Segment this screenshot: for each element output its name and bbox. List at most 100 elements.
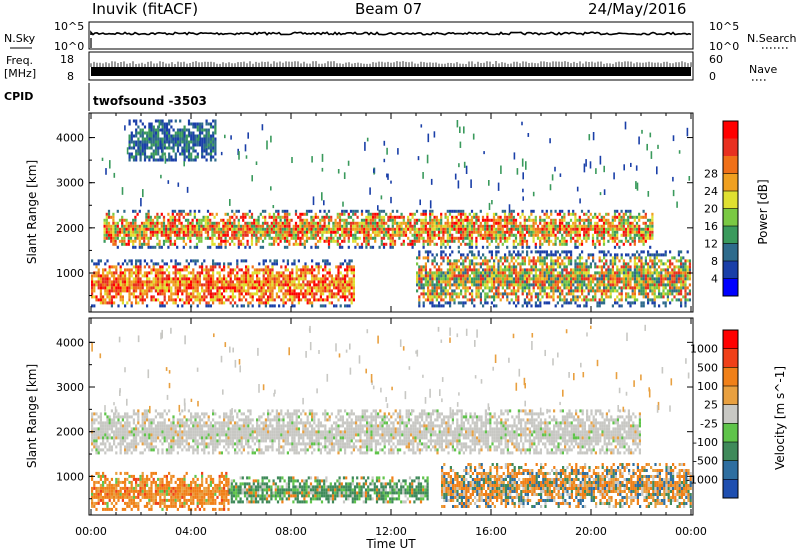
scatter-cell	[267, 295, 270, 299]
scatter-cell	[453, 224, 456, 228]
scatter-cell	[328, 292, 331, 296]
scatter-cell	[635, 224, 639, 228]
scatter-cell	[135, 134, 138, 138]
scatter-cell	[464, 280, 467, 284]
scatter-cell	[629, 268, 632, 272]
scatter-cell	[267, 283, 270, 287]
scatter-cell	[660, 292, 663, 296]
scatter-cell	[539, 292, 542, 296]
scatter-cell	[281, 221, 284, 225]
scatter-cell	[622, 277, 625, 281]
scatter-cell	[550, 209, 553, 213]
scatter-cell	[154, 268, 157, 272]
scatter-cell	[420, 233, 423, 237]
scatter-cell	[488, 242, 491, 246]
scatter-cell	[198, 224, 201, 228]
scatter-cell	[684, 277, 687, 281]
scatter-cell	[449, 298, 452, 302]
scatter-cell	[574, 259, 577, 263]
scatter-cell	[528, 227, 531, 231]
scatter-cell	[514, 227, 518, 231]
scatter-cell	[278, 277, 281, 281]
scatter-cell	[539, 253, 542, 257]
scatter-cell	[207, 304, 210, 308]
scatter-cell	[462, 218, 465, 222]
scatter-cell	[238, 295, 241, 299]
scatter-cell	[479, 301, 482, 305]
scatter-cell	[260, 283, 263, 287]
scatter-cell	[185, 301, 188, 305]
scatter-cell	[102, 268, 105, 272]
scatter-cell	[530, 283, 533, 287]
scatter-cell	[424, 256, 427, 260]
scatter-cell	[220, 268, 223, 272]
scatter-cell	[638, 283, 641, 287]
scatter-cell	[629, 209, 632, 213]
scatter-cell	[662, 274, 665, 278]
scatter-cell	[501, 286, 504, 290]
scatter-cell	[266, 227, 269, 231]
scatter-cell	[585, 259, 588, 263]
scatter-cell	[313, 295, 316, 299]
scatter-cell	[638, 277, 641, 281]
scatter-cell	[402, 218, 405, 222]
scatter-cell	[308, 224, 311, 228]
scatter-cell	[161, 286, 164, 290]
scatter-cell	[493, 262, 496, 266]
scatter-cell	[313, 283, 316, 287]
scatter-cell	[457, 227, 460, 231]
scatter-cell	[429, 242, 432, 246]
scatter-cell	[559, 277, 562, 281]
scatter-cell	[563, 262, 566, 266]
scatter-cell	[614, 301, 617, 305]
scatter-cell	[135, 265, 138, 269]
scatter-cell	[471, 259, 474, 263]
scatter-cell	[680, 274, 683, 278]
scatter-cell	[310, 215, 313, 219]
scatter-cell	[326, 259, 329, 263]
scatter-cell	[114, 242, 117, 246]
scatter-cell	[427, 277, 430, 281]
scatter-cell	[201, 271, 204, 275]
scatter-cell	[611, 233, 614, 237]
scatter-cell	[550, 224, 553, 228]
scatter-cell	[644, 212, 647, 216]
scatter-cell	[378, 221, 381, 225]
scatter-cell	[161, 301, 164, 305]
scatter-cell	[365, 242, 368, 246]
scatter-cell	[322, 292, 325, 296]
scatter-cell	[227, 271, 230, 275]
scatter-cell	[398, 224, 401, 228]
scatter-cell	[391, 209, 394, 213]
scatter-cell	[301, 233, 304, 237]
scatter-cell	[206, 230, 210, 234]
scatter-cell	[543, 292, 546, 296]
scatter-cell	[121, 271, 124, 275]
scatter-cell	[666, 265, 669, 269]
scatter-cell	[207, 283, 210, 287]
scatter-cell	[486, 233, 489, 237]
scatter-cell	[541, 283, 544, 287]
scatter-cell	[446, 274, 449, 278]
scatter-cell	[424, 292, 427, 296]
scatter-cell	[629, 227, 632, 231]
scatter-cell	[466, 256, 469, 260]
scatter-cell	[162, 233, 166, 237]
scatter-cell	[322, 304, 325, 308]
scatter-cell	[189, 221, 192, 225]
scatter-cell	[455, 283, 458, 287]
scatter-cell	[427, 259, 430, 263]
scatter-cell	[211, 221, 214, 225]
scatter-cell	[382, 230, 386, 234]
scatter-cell	[499, 271, 502, 275]
scatter-cell	[347, 212, 350, 216]
scatter-cell	[587, 236, 590, 240]
scatter-cell	[479, 271, 482, 275]
scatter-cell	[294, 236, 298, 240]
scatter-cell	[438, 292, 441, 296]
scatter-cell	[633, 283, 636, 287]
scatter-cell	[280, 265, 283, 269]
scatter-cell	[374, 212, 377, 216]
scatter-cell	[534, 280, 537, 284]
scatter-cell	[328, 274, 331, 278]
